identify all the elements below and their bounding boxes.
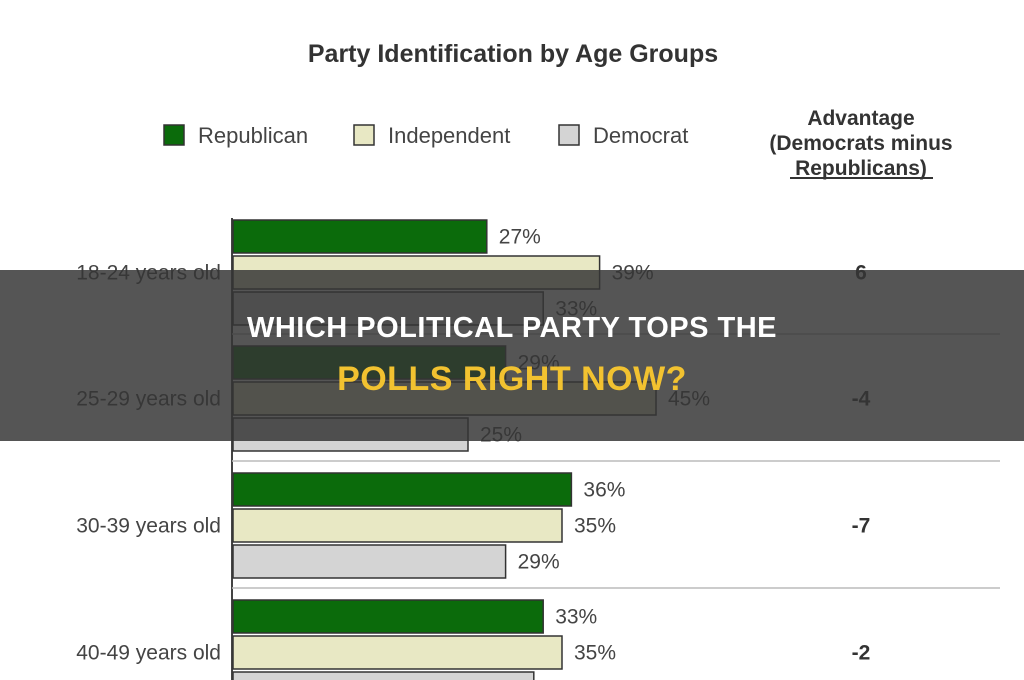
value-label: 35% xyxy=(574,642,616,665)
chart-title: Party Identification by Age Groups xyxy=(308,40,718,68)
legend-swatch-republican xyxy=(163,124,185,146)
value-label: 35% xyxy=(574,515,616,538)
banner-line-1: WHICH POLITICAL PARTY TOPS THE xyxy=(246,312,778,344)
advantage-value: -2 xyxy=(852,642,871,665)
legend-swatch-democrat xyxy=(558,124,580,146)
value-label: 29% xyxy=(518,551,560,574)
advantage-header-line: Advantage xyxy=(807,107,914,130)
legend-swatch-independent xyxy=(353,124,375,146)
title-banner: WHICH POLITICAL PARTY TOPS THE POLLS RIG… xyxy=(0,270,1024,441)
category-label: 40-49 years old xyxy=(76,642,221,665)
advantage-value: -7 xyxy=(852,515,871,538)
bar-independent-30-39-years-old xyxy=(232,508,563,543)
category-label: 30-39 years old xyxy=(76,515,221,538)
bar-republican-40-49-years-old xyxy=(232,599,544,634)
legend: Republican Independent Democrat xyxy=(163,123,688,148)
banner-line-2: POLLS RIGHT NOW? xyxy=(337,360,687,398)
bar-republican-30-39-years-old xyxy=(232,472,573,507)
advantage-header-line: (Democrats minus xyxy=(769,132,952,155)
bar-democrat-40-49-years-old xyxy=(232,671,535,680)
bar-independent-40-49-years-old xyxy=(232,635,563,670)
legend-label-independent: Independent xyxy=(388,123,510,148)
legend-label-republican: Republican xyxy=(198,123,308,148)
bar-democrat-30-39-years-old xyxy=(232,544,507,579)
advantage-header-line: Republicans) xyxy=(795,157,927,180)
value-label: 36% xyxy=(583,479,625,502)
legend-label-democrat: Democrat xyxy=(593,123,688,148)
value-label: 27% xyxy=(499,226,541,249)
bar-republican-18-24-years-old xyxy=(232,219,488,254)
value-label: 33% xyxy=(555,606,597,629)
